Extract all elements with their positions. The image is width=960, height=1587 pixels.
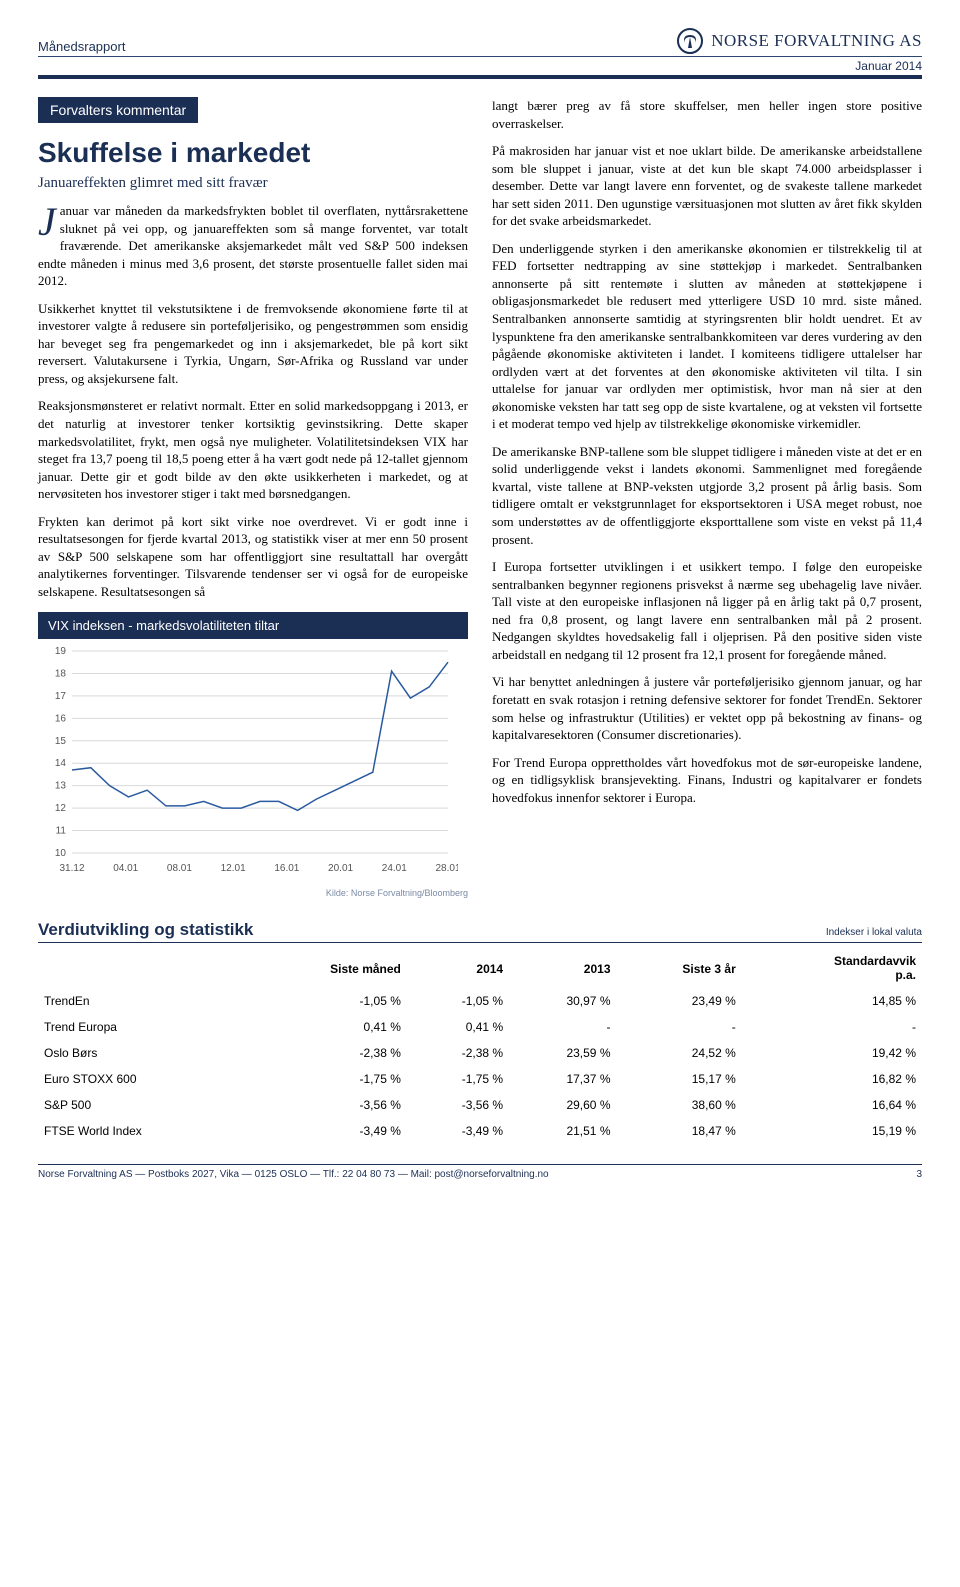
col-2014: 2014	[407, 949, 509, 987]
svg-text:12.01: 12.01	[221, 863, 246, 874]
left-para-1: Usikkerhet knyttet til vekstutsiktene i …	[38, 300, 468, 388]
table-cell: 24,52 %	[617, 1040, 742, 1066]
brand-name: NORSE FORVALTNING AS	[711, 31, 922, 51]
chart-title: VIX indeksen - markedsvolatiliteten tilt…	[38, 612, 468, 639]
stats-title: Verdiutvikling og statistikk	[38, 920, 253, 940]
table-cell: 0,41 %	[248, 1014, 406, 1040]
table-cell: 21,51 %	[509, 1118, 616, 1144]
svg-text:13: 13	[55, 781, 67, 792]
table-cell: TrendEn	[38, 988, 248, 1014]
svg-text:20.01: 20.01	[328, 863, 353, 874]
brand-logo-icon	[677, 28, 703, 54]
left-body: J anuar var måneden da markedsfrykten bo…	[38, 202, 468, 600]
table-row: FTSE World Index-3,49 %-3,49 %21,51 %18,…	[38, 1118, 922, 1144]
table-cell: -	[617, 1014, 742, 1040]
footer-contact: Norse Forvaltning AS — Postboks 2027, Vi…	[38, 1169, 549, 1180]
right-para-1: På makrosiden har januar vist et noe ukl…	[492, 142, 922, 230]
table-cell: Oslo Børs	[38, 1040, 248, 1066]
table-row: TrendEn-1,05 %-1,05 %30,97 %23,49 %14,85…	[38, 988, 922, 1014]
table-row: Euro STOXX 600-1,75 %-1,75 %17,37 %15,17…	[38, 1066, 922, 1092]
dropcap: J	[38, 202, 60, 238]
commentary-tag: Forvalters kommentar	[38, 97, 198, 123]
right-para-2: Den underliggende styrken i den amerikan…	[492, 240, 922, 433]
stats-table: Siste måned 2014 2013 Siste 3 år Standar…	[38, 949, 922, 1143]
table-cell: -	[742, 1014, 922, 1040]
col-month: Siste måned	[248, 949, 406, 987]
svg-text:24.01: 24.01	[382, 863, 407, 874]
report-date: Januar 2014	[855, 59, 922, 73]
right-para-0: langt bærer preg av få store skuffelser,…	[492, 97, 922, 132]
right-para-4: I Europa fortsetter utviklingen i et usi…	[492, 558, 922, 663]
right-para-6: For Trend Europa opprettholdes vårt hove…	[492, 754, 922, 807]
report-type: Månedsrapport	[38, 39, 125, 54]
svg-text:31.12: 31.12	[59, 863, 84, 874]
table-cell: -1,75 %	[407, 1066, 509, 1092]
svg-text:17: 17	[55, 691, 67, 702]
table-cell: 19,42 %	[742, 1040, 922, 1066]
table-cell: 15,19 %	[742, 1118, 922, 1144]
table-cell: -2,38 %	[407, 1040, 509, 1066]
left-para-0: anuar var måneden da markedsfrykten bobl…	[38, 203, 468, 288]
svg-text:15: 15	[55, 736, 67, 747]
right-body: langt bærer preg av få store skuffelser,…	[492, 97, 922, 806]
headline: Skuffelse i markedet	[38, 137, 468, 169]
col-3yr: Siste 3 år	[617, 949, 742, 987]
table-cell: -1,75 %	[248, 1066, 406, 1092]
col-2013: 2013	[509, 949, 616, 987]
svg-text:14: 14	[55, 759, 67, 770]
table-cell: -3,56 %	[407, 1092, 509, 1118]
col-stdev: Standardavvikp.a.	[742, 949, 922, 987]
table-cell: 16,82 %	[742, 1066, 922, 1092]
footer-page: 3	[916, 1169, 922, 1180]
svg-text:19: 19	[55, 646, 67, 657]
svg-text:11: 11	[56, 826, 67, 837]
left-para-2: Reaksjonsmønsteret er relativt normalt. …	[38, 397, 468, 502]
table-cell: 23,59 %	[509, 1040, 616, 1066]
table-cell: -1,05 %	[407, 988, 509, 1014]
svg-text:28.01: 28.01	[435, 863, 458, 874]
table-cell: S&P 500	[38, 1092, 248, 1118]
chart-source: Kilde: Norse Forvaltning/Bloomberg	[38, 888, 468, 898]
table-cell: -3,56 %	[248, 1092, 406, 1118]
right-para-5: Vi har benyttet anledningen å justere vå…	[492, 673, 922, 743]
table-cell: -2,38 %	[248, 1040, 406, 1066]
table-cell: 29,60 %	[509, 1092, 616, 1118]
brand-block: NORSE FORVALTNING AS	[677, 28, 922, 54]
table-row: Oslo Børs-2,38 %-2,38 %23,59 %24,52 %19,…	[38, 1040, 922, 1066]
table-cell: 14,85 %	[742, 988, 922, 1014]
table-cell: 0,41 %	[407, 1014, 509, 1040]
left-para-3: Frykten kan derimot på kort sikt virke n…	[38, 513, 468, 601]
table-cell: -3,49 %	[248, 1118, 406, 1144]
svg-text:16.01: 16.01	[274, 863, 299, 874]
table-cell: -	[509, 1014, 616, 1040]
table-cell: -1,05 %	[248, 988, 406, 1014]
table-row: S&P 500-3,56 %-3,56 %29,60 %38,60 %16,64…	[38, 1092, 922, 1118]
right-para-3: De amerikanske BNP-tallene som ble slupp…	[492, 443, 922, 548]
table-cell: Trend Europa	[38, 1014, 248, 1040]
svg-text:16: 16	[55, 714, 67, 725]
table-cell: 16,64 %	[742, 1092, 922, 1118]
stats-note: Indekser i lokal valuta	[826, 927, 922, 938]
stats-header-row: Siste måned 2014 2013 Siste 3 år Standar…	[38, 949, 922, 987]
svg-text:08.01: 08.01	[167, 863, 192, 874]
table-cell: 23,49 %	[617, 988, 742, 1014]
table-cell: Euro STOXX 600	[38, 1066, 248, 1092]
subhead: Januareffekten glimret med sitt fravær	[38, 175, 468, 192]
table-cell: 17,37 %	[509, 1066, 616, 1092]
svg-text:12: 12	[55, 804, 67, 815]
svg-text:04.01: 04.01	[113, 863, 138, 874]
svg-text:10: 10	[55, 848, 67, 859]
vix-chart: 10 11 12 13 14 15 16 17 18 19 31.12 04.01 08.01 12.01…	[38, 639, 468, 884]
table-cell: FTSE World Index	[38, 1118, 248, 1144]
table-cell: 18,47 %	[617, 1118, 742, 1144]
svg-text:18: 18	[55, 669, 67, 680]
col-name	[38, 949, 248, 987]
table-cell: -3,49 %	[407, 1118, 509, 1144]
table-cell: 30,97 %	[509, 988, 616, 1014]
table-row: Trend Europa0,41 %0,41 %---	[38, 1014, 922, 1040]
table-cell: 38,60 %	[617, 1092, 742, 1118]
table-cell: 15,17 %	[617, 1066, 742, 1092]
